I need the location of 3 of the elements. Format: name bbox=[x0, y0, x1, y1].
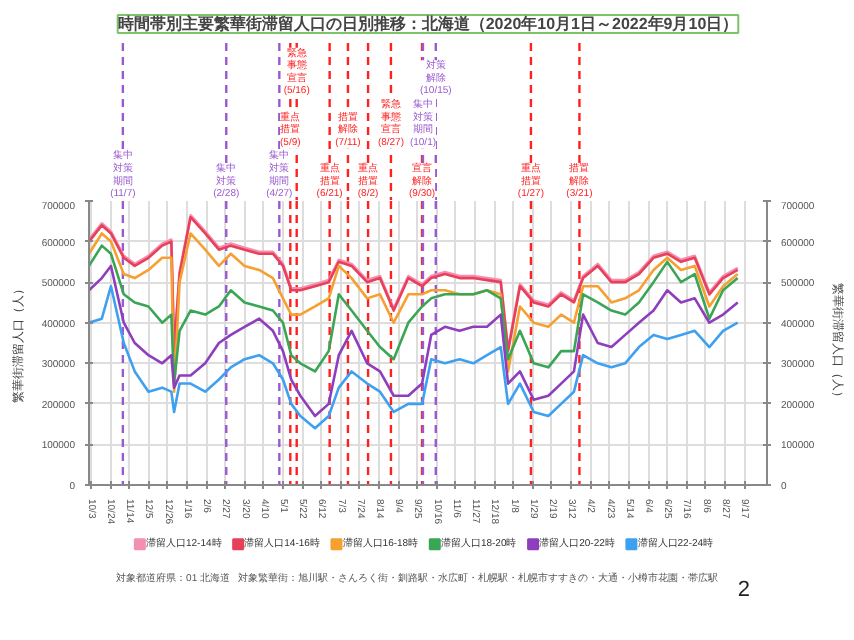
text: 2 bbox=[737, 578, 751, 603]
line-series bbox=[89, 264, 740, 418]
line-series bbox=[89, 284, 740, 430]
